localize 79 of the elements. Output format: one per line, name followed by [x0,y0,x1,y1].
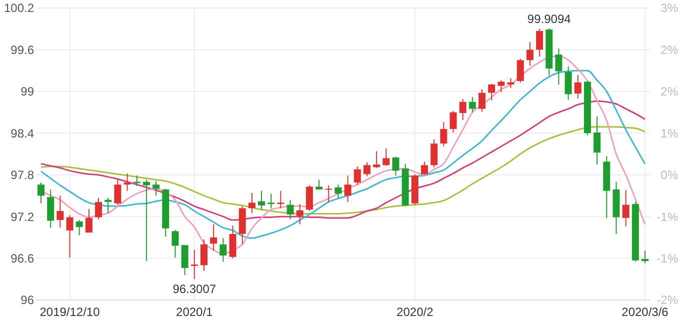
candlestick [574,74,582,99]
x-tick-label: 2020/1 [176,305,214,319]
candlestick [172,229,179,258]
y-tick-label: 96.6 [10,251,34,266]
candlestick [306,184,313,212]
x-tick-label: 2020/3/6 [622,305,669,319]
candlestick [229,225,236,259]
candlestick [190,249,198,280]
candlestick [498,80,505,93]
candlestick [363,162,370,177]
candlestick [56,195,64,228]
y-tick-label: 96 [20,293,34,308]
candlestick [258,190,266,210]
candlestick [555,48,562,85]
annotation: 99.9094 [527,12,572,26]
candlestick [478,88,486,112]
candlestick [382,148,390,166]
y-tick-label: 97.2 [10,210,34,224]
candlestick [344,175,352,202]
candlestick [459,98,466,120]
candlestick [248,192,256,214]
y2-tick-label: -2% [656,293,678,308]
candlestick [516,58,524,83]
candlestick [373,150,380,168]
annotation: 96.3007 [172,282,216,296]
candlestick [450,110,457,133]
y-tick-label: 99.6 [10,42,34,57]
candlestick [564,66,572,100]
y2-tick-label: -1% [656,251,678,266]
y2-tick-label: -1% [656,210,678,224]
y-tick-label: 98.4 [10,126,34,140]
candlestick [95,197,102,220]
candlestick [440,122,448,147]
candlestick [536,28,544,58]
candlestick [114,178,122,206]
candlestick [507,78,514,88]
candlestick [488,83,496,101]
y2-tick-label: 1% [660,126,678,140]
y-tick-label: 97.8 [10,168,34,182]
candlestick [268,193,275,209]
candlestick [85,208,92,234]
candlestick [526,42,534,66]
candlestick [124,172,131,192]
candlestick [76,220,83,236]
candlestick [354,166,361,186]
y2-tick-label: 3% [660,1,678,16]
y2-tick-label: 2% [660,42,678,57]
x-tick-label: 2019/12/10 [40,305,100,319]
y-tick-label: 100.2 [4,1,34,16]
candlestick [622,190,630,227]
candlestick [104,197,112,214]
candlestick [468,96,476,113]
candlestick [642,250,648,264]
candlestick [66,214,74,258]
x-tick-label: 2020/2 [396,305,434,319]
candlestick [47,188,54,228]
candlestick [210,224,218,252]
line-series [40,100,646,221]
candlestick [142,179,150,262]
candlestick [392,156,400,176]
candlestick [152,180,160,196]
y2-tick-label: 0% [660,168,678,182]
candlestick [334,184,342,199]
candlestick [200,239,208,272]
candlestick [286,199,294,220]
candlestick [277,190,284,209]
candlestick [594,116,601,165]
candlestick [220,238,227,262]
y2-tick-label: 2% [660,84,678,99]
line-series [40,70,646,239]
candlestick [420,161,428,176]
candlestick [296,204,304,225]
line-series [40,126,646,215]
candlestick [316,179,323,190]
candlestick [181,244,188,276]
candlestick [430,138,438,168]
candlestick [38,182,44,204]
y-tick-label: 99 [20,84,34,99]
candlestick [325,184,332,202]
